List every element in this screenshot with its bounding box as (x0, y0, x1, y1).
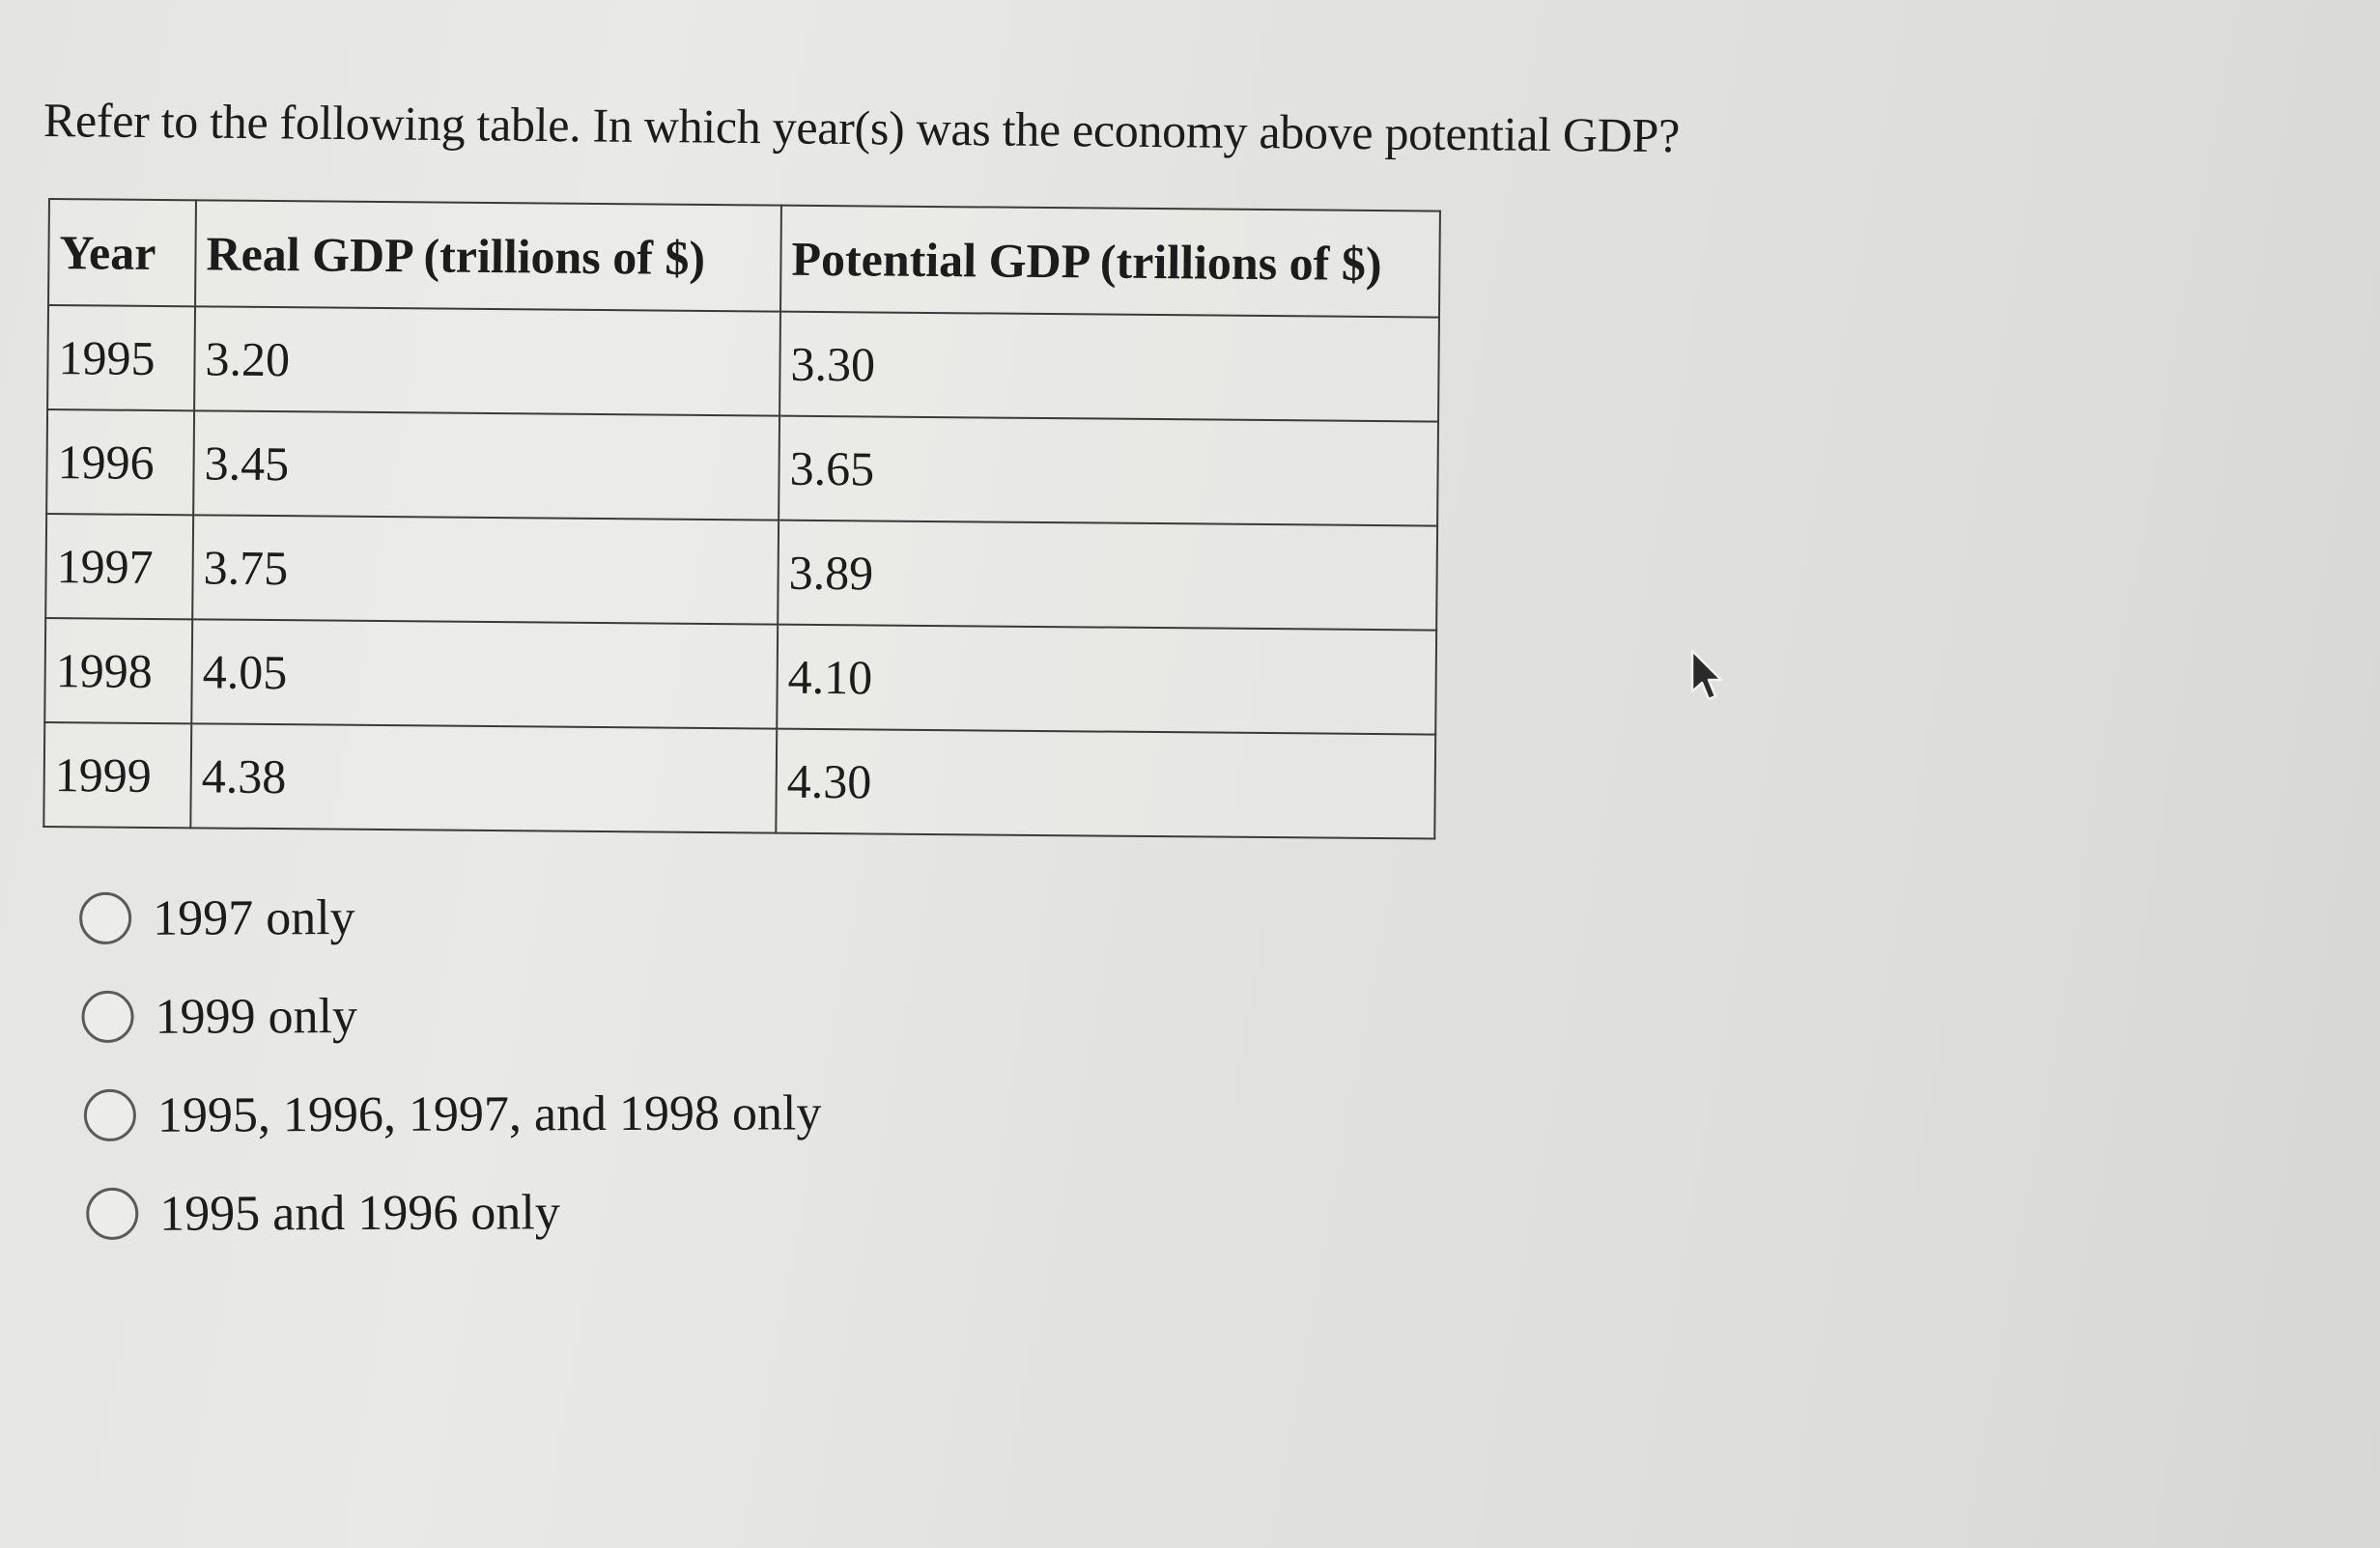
option-1997-only[interactable]: 1997 only (79, 866, 821, 968)
header-year: Year (48, 199, 196, 307)
option-label[interactable]: 1995, 1996, 1997, and 1998 only (156, 1084, 822, 1143)
table-row: 1996 3.45 3.65 (46, 409, 1439, 526)
question-text: Refer to the following table. In which y… (42, 93, 1681, 163)
option-label[interactable]: 1995 and 1996 only (159, 1184, 560, 1242)
option-1995-1996-1997-1998-only[interactable]: 1995, 1996, 1997, and 1998 only (83, 1063, 822, 1165)
table-header-row: Year Real GDP (trillions of $) Potential… (48, 199, 1440, 318)
option-1999-only[interactable]: 1999 only (81, 965, 821, 1066)
cell-real-gdp: 4.05 (191, 619, 779, 729)
cell-real-gdp: 4.38 (190, 723, 778, 833)
cell-year: 1995 (47, 305, 196, 411)
cell-potential-gdp: 3.89 (778, 520, 1438, 631)
header-real-gdp: Real GDP (trillions of $) (195, 200, 781, 312)
answer-options: 1997 only 1999 only 1995, 1996, 1997, an… (79, 866, 822, 1263)
cell-real-gdp: 3.75 (192, 515, 779, 625)
cell-year: 1996 (46, 409, 195, 516)
mouse-pointer-icon (1690, 649, 1723, 701)
gdp-table: Year Real GDP (trillions of $) Potential… (42, 198, 1441, 840)
cell-year: 1998 (44, 617, 193, 724)
cell-potential-gdp: 3.30 (779, 311, 1439, 422)
cell-year: 1997 (45, 513, 194, 620)
cell-potential-gdp: 4.10 (777, 624, 1437, 735)
option-label[interactable]: 1999 only (155, 988, 358, 1045)
cell-real-gdp: 3.20 (194, 306, 781, 416)
radio-unselected-icon[interactable] (86, 1187, 139, 1240)
table-row: 1998 4.05 4.10 (44, 617, 1437, 735)
option-1995-1996-only[interactable]: 1995 and 1996 only (86, 1162, 822, 1263)
option-label[interactable]: 1997 only (153, 889, 355, 946)
table-row: 1997 3.75 3.89 (45, 513, 1438, 631)
header-potential-gdp: Potential GDP (trillions of $) (780, 205, 1440, 318)
table-row: 1995 3.20 3.30 (47, 305, 1439, 422)
radio-unselected-icon[interactable] (79, 891, 132, 944)
cell-potential-gdp: 3.65 (779, 415, 1439, 526)
cell-potential-gdp: 4.30 (776, 728, 1436, 839)
cell-real-gdp: 3.45 (193, 410, 780, 521)
table-row: 1999 4.38 4.30 (43, 721, 1436, 839)
radio-unselected-icon[interactable] (83, 1088, 136, 1141)
radio-unselected-icon[interactable] (81, 990, 134, 1043)
cell-year: 1999 (43, 721, 192, 829)
